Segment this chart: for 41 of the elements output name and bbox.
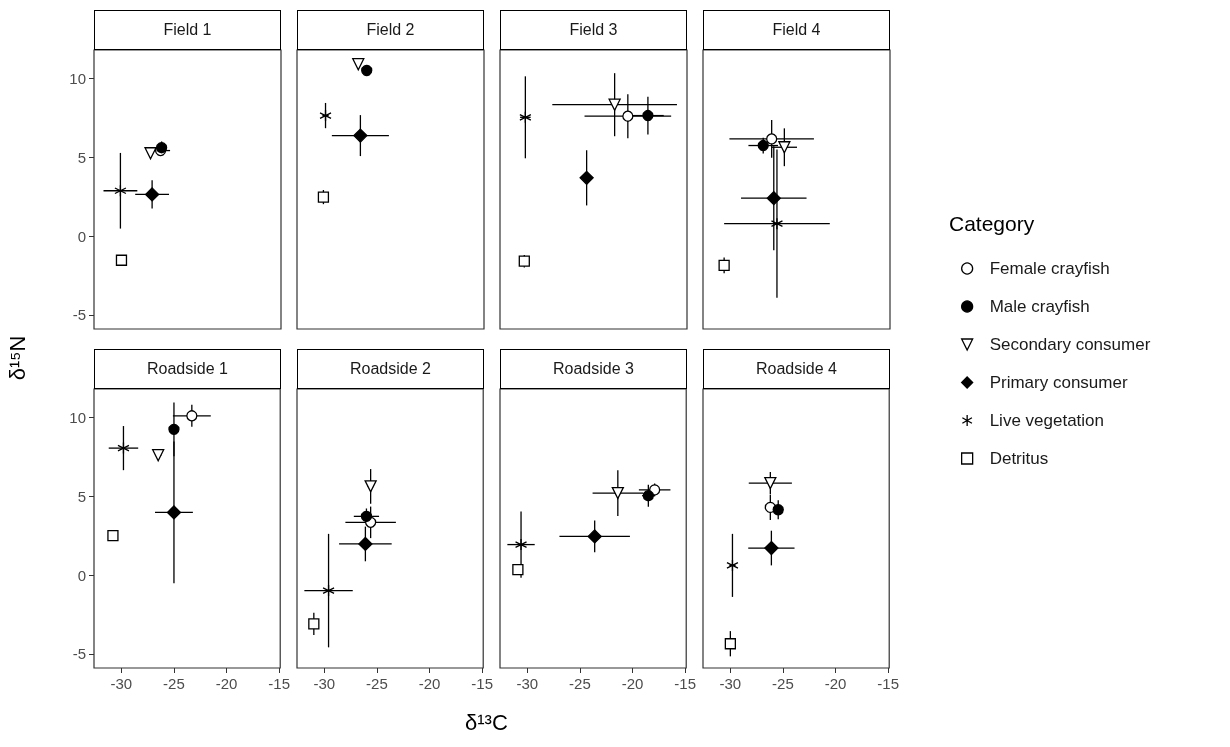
y-tick-label: 5 <box>77 148 86 166</box>
x-tick-label: -30 <box>516 675 539 692</box>
x-tick-label: -15 <box>877 675 899 692</box>
chart-title: Roadside 2 <box>297 349 484 389</box>
legend-label: Female crayfish <box>989 259 1110 278</box>
x-tick-label: -30 <box>313 675 336 692</box>
chart-title: Roadside 1 <box>94 349 281 389</box>
chart-title: Field 4 <box>703 10 890 50</box>
legend-label: Detritus <box>989 449 1049 468</box>
x-axis-title: δ¹³C <box>465 710 508 736</box>
x-tick-label: -25 <box>163 675 185 692</box>
y-tick-label: -5 <box>72 306 86 324</box>
chart-title: Field 3 <box>500 10 687 50</box>
y-tick-label: -5 <box>72 645 86 663</box>
chart-title: Field 1 <box>94 10 281 50</box>
y-tick-label: 10 <box>69 408 86 426</box>
y-tick-label: 0 <box>77 227 86 245</box>
y-tick-label: 0 <box>77 566 86 584</box>
legend-label: Male crayfish <box>989 297 1090 316</box>
x-tick-label: -15 <box>268 675 290 692</box>
y-axis-title: δ¹⁵N <box>5 335 32 381</box>
y-tick-label: 5 <box>77 487 86 505</box>
x-tick-label: -20 <box>621 675 644 692</box>
legend-title: Category <box>949 212 1035 235</box>
x-tick-label: -25 <box>772 675 794 692</box>
legend-label: Primary consumer <box>989 373 1128 392</box>
legend-label: Secondary consumer <box>989 335 1151 354</box>
x-tick-label: -30 <box>719 675 742 692</box>
chart-title: Field 2 <box>297 10 484 50</box>
legend-label: Live vegetation <box>989 411 1105 430</box>
chart-title: Roadside 4 <box>703 349 890 389</box>
x-tick-label: -15 <box>471 675 493 692</box>
x-tick-label: -25 <box>366 675 388 692</box>
x-tick-label: -20 <box>824 675 847 692</box>
x-tick-label: -20 <box>418 675 441 692</box>
y-tick-label: 10 <box>69 69 86 87</box>
x-tick-label: -20 <box>215 675 238 692</box>
chart-title: Roadside 3 <box>500 349 687 389</box>
x-tick-label: -30 <box>110 675 133 692</box>
x-tick-label: -15 <box>674 675 696 692</box>
x-tick-label: -25 <box>569 675 591 692</box>
